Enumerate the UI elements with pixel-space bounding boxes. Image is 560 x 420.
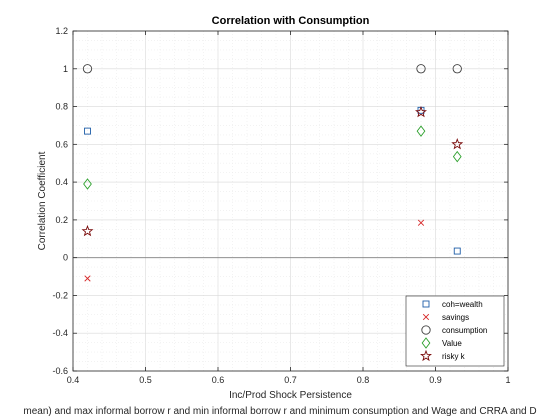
data-point	[84, 275, 91, 282]
data-marks	[81, 64, 464, 352]
data-point	[415, 105, 427, 118]
x-stroke	[417, 219, 425, 226]
data-point	[417, 219, 425, 226]
series-savings	[84, 219, 461, 352]
data-point	[82, 64, 93, 74]
data-point	[81, 224, 94, 237]
x-tick-label: 0.7	[284, 375, 297, 385]
series-coh-wealth	[84, 106, 461, 255]
y-tick-label: -0.2	[52, 290, 68, 300]
legend-label: consumption	[442, 326, 487, 335]
data-point	[453, 247, 461, 255]
x-axis-label: Inc/Prod Shock Persistence	[229, 390, 352, 401]
y-tick-label: -0.4	[52, 328, 68, 338]
x-tick-label: 0.8	[357, 375, 370, 385]
x-tick-label: 0.4	[67, 375, 80, 385]
x-tick-label: 0.9	[429, 375, 442, 385]
legend-marker	[422, 313, 430, 321]
series-value	[83, 125, 462, 190]
x-tick-label: 1	[505, 375, 510, 385]
data-point	[416, 125, 426, 137]
data-point	[452, 150, 462, 163]
y-tick-label: 0	[63, 253, 68, 263]
figure-caption: mean) and max informal borrow r and min …	[23, 406, 536, 417]
y-axis-label: Correlation Coefficient	[37, 151, 48, 250]
data-point	[416, 64, 426, 74]
legend-label: savings	[442, 313, 469, 322]
data-point	[452, 64, 462, 74]
x-stroke	[422, 313, 430, 321]
legend: coh=wealth savings consumption Value risky k	[405, 295, 505, 367]
legend-label: risky k	[442, 352, 466, 361]
y-tick-label: 0.2	[55, 215, 68, 225]
x-axis: 0.4 0.5 0.6 0.7 0.8 0.9 1	[67, 31, 511, 385]
data-point	[84, 127, 91, 135]
y-tick-label: 0.8	[55, 102, 68, 112]
series-consumption	[82, 64, 462, 74]
legend-marker	[420, 349, 432, 362]
legend-marker	[421, 337, 431, 349]
x-tick-label: 0.6	[212, 375, 225, 385]
y-tick-label: 0.4	[55, 177, 68, 187]
y-tick-label: 0.6	[55, 139, 68, 149]
legend-marker	[421, 325, 431, 335]
data-point	[451, 138, 464, 150]
legend-label: coh=wealth	[442, 300, 483, 309]
x-tick-label: 0.5	[139, 375, 152, 385]
series-risky-k	[81, 105, 464, 237]
chart-title: Correlation with Consumption	[212, 15, 370, 27]
data-point	[83, 178, 92, 190]
y-tick-label: 1.2	[55, 26, 68, 36]
y-axis: -0.6 -0.4 -0.2 0 0.2 0.4 0.6 0.8 1 1.2	[52, 26, 508, 376]
y-tick-label: 1	[63, 64, 68, 74]
y-tick-label: -0.6	[52, 366, 68, 376]
legend-label: Value	[442, 339, 462, 348]
legend-marker	[422, 300, 430, 308]
x-stroke	[84, 275, 91, 282]
